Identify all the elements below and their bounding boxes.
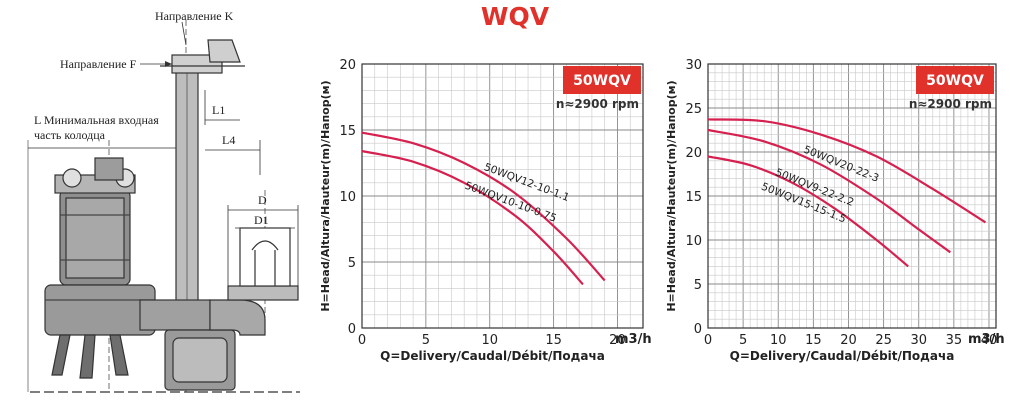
badge-background — [563, 66, 641, 94]
model-badge: 50WQV — [916, 66, 994, 94]
y-tick-label: 15 — [685, 190, 702, 205]
label-d: D — [258, 193, 267, 207]
speed-label: n≈2900 rpm — [556, 97, 639, 111]
x-axis-label: Q=Delivery/Caudal/Débit/Подача — [730, 349, 955, 363]
chart-frame — [361, 63, 644, 329]
pump-installation-drawing: Направление K Направление F L Минимальна… — [27, 9, 300, 393]
pump-curves — [361, 131, 606, 286]
curve-50WQV9-22-2.2 — [707, 128, 951, 254]
x-tick-labels: 0 5 10 15 20 25 30 35 40 — [704, 333, 997, 348]
y-tick-label: 5 — [348, 256, 356, 271]
badge-background — [916, 66, 994, 94]
x-tick-labels: 0 5 10 15 20 — [358, 333, 626, 348]
model-badge: 50WQV — [563, 66, 641, 94]
x-tick-label: 20 — [609, 333, 626, 348]
badge-text: 50WQV — [573, 73, 631, 89]
x-tick-label: 15 — [545, 333, 562, 348]
speed-label: n≈2900 rpm — [909, 97, 992, 111]
curve-50WQV15-15-1.5 — [707, 155, 909, 268]
page-title: WQV — [480, 2, 550, 31]
y-axis-label: H=Head/Altura/Hauteur(m)/Напор(м) — [319, 80, 332, 311]
y-tick-label: 20 — [685, 146, 702, 161]
y-tick-label: 10 — [685, 234, 702, 249]
x-unit-label: m3/h — [615, 332, 652, 347]
x-tick-label: 30 — [910, 333, 927, 348]
x-tick-label: 10 — [481, 333, 498, 348]
y-tick-label: 10 — [339, 190, 356, 205]
y-tick-label: 0 — [348, 322, 356, 337]
curve-50WQV20-22-3 — [707, 118, 987, 224]
chart-grid — [361, 63, 644, 329]
x-tick-label: 20 — [840, 333, 857, 348]
x-tick-label: 5 — [739, 333, 747, 348]
y-tick-label: 25 — [685, 102, 702, 117]
y-tick-label: 5 — [694, 278, 702, 293]
x-tick-label: 40 — [981, 333, 998, 348]
badge-text: 50WQV — [926, 73, 984, 89]
label-direction-k: Направление K — [155, 9, 234, 23]
label-direction-f: Направление F — [60, 57, 137, 71]
label-l-line2: часть колодца — [34, 128, 106, 142]
y-tick-label: 0 — [694, 322, 702, 337]
y-tick-label: 20 — [339, 58, 356, 73]
pump-curves — [707, 118, 987, 268]
label-l4: L4 — [222, 133, 235, 147]
x-axis-label: Q=Delivery/Caudal/Débit/Подача — [380, 349, 605, 363]
x-tick-label: 10 — [770, 333, 787, 348]
chart-frame — [707, 63, 997, 329]
label-d1: D1 — [254, 213, 269, 227]
label-l-line1: L Минимальная входная — [34, 113, 159, 127]
x-tick-label: 35 — [946, 333, 963, 348]
x-tick-label: 25 — [875, 333, 892, 348]
y-tick-label: 30 — [685, 58, 702, 73]
label-l1: L1 — [212, 103, 225, 117]
x-tick-label: 15 — [805, 333, 822, 348]
y-tick-labels: 0 5 10 15 20 — [339, 58, 356, 337]
x-unit-label: m3/h — [968, 332, 1005, 347]
x-tick-label: 0 — [704, 333, 712, 348]
x-tick-label: 0 — [358, 333, 366, 348]
curve-50WQV10-10-0.75 — [361, 150, 584, 286]
y-tick-label: 15 — [339, 124, 356, 139]
y-tick-labels: 0 5 10 15 20 25 30 — [685, 58, 702, 337]
x-tick-label: 5 — [422, 333, 430, 348]
curve-50WQV12-10-1.1 — [361, 131, 606, 282]
y-axis-label: H=Head/Altura/Hauteur(m)/Напор(м) — [665, 80, 678, 311]
